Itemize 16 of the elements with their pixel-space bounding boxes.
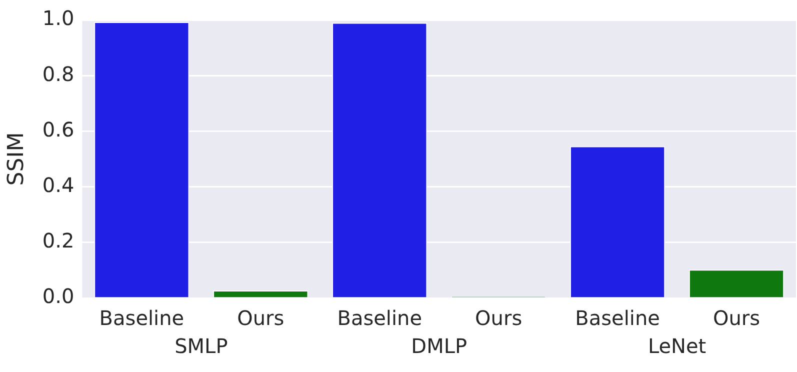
- y-tick-label: 0.2: [42, 228, 74, 253]
- x-tick-label: Ours: [475, 306, 522, 330]
- x-tick-label: Ours: [712, 306, 760, 330]
- text: DMLP: [411, 334, 468, 358]
- x-tick-label: Ours: [237, 306, 284, 330]
- x-tick-label: Baseline: [337, 306, 422, 330]
- y-tick-label: 0.0: [42, 284, 74, 308]
- y-tick-label: 0.4: [42, 173, 74, 198]
- text: SMLP: [174, 334, 228, 358]
- x-tick-label: Baseline: [575, 306, 660, 330]
- x-tick-label: Baseline: [99, 306, 184, 330]
- y-axis-title: SSIM: [4, 132, 29, 186]
- y-tick-label: 0.6: [42, 117, 74, 142]
- text: LeNet: [648, 334, 706, 358]
- y-tick-label: 1.0: [42, 6, 74, 30]
- y-tick-label: 0.8: [42, 62, 74, 86]
